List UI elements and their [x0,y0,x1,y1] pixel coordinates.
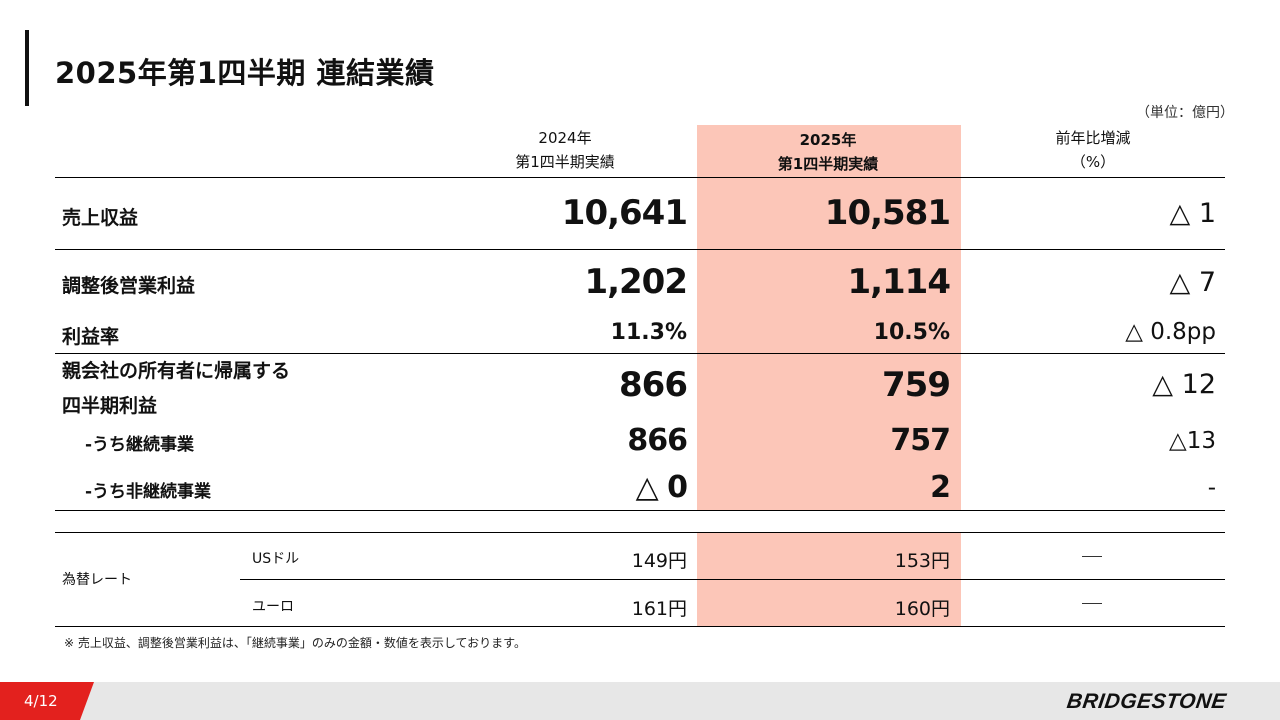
header-change: 前年比増減 （%） [1013,126,1173,174]
fx-eur-2024: 161円 [631,598,687,620]
margin-change: △ 0.8pp [1125,319,1216,345]
header-2025-line2: 第1四半期実績 [777,155,879,173]
fx-eur-change [1082,603,1102,604]
highlight-column-2025-fx [697,533,961,627]
header-2024-line2: 第1四半期実績 [515,153,615,171]
fx-mid-rule [240,579,1225,580]
fx-eur-currency: ユーロ [252,599,294,615]
continuing-label: -うち継続事業 [85,435,195,455]
fx-usd-change [1082,556,1102,557]
net-profit-label-line2: 四半期利益 [62,395,158,417]
fx-label: 為替レート [62,572,132,588]
adj-op-profit-2024: 1,202 [584,262,688,302]
revenue-label: 売上収益 [62,207,139,229]
discontinued-label: -うち非継続事業 [85,482,212,502]
title-accent-bar [25,30,29,106]
header-2024-line1: 2024年 [538,129,592,147]
header-2025: 2025年 第1四半期実績 [743,128,913,176]
fx-usd-currency: USドル [252,551,300,567]
revenue-change: △ 1 [1169,198,1216,229]
margin-2024: 11.3% [610,320,687,345]
net-profit-2024: 866 [619,365,688,405]
adj-op-profit-2025: 1,114 [847,262,951,302]
header-2025-line1: 2025年 [799,131,857,149]
fx-usd-2024: 149円 [631,550,687,572]
net-profit-label-line1: 親会社の所有者に帰属する [62,360,291,382]
header-change-line2: （%） [1070,153,1116,171]
fx-bottom-rule [55,626,1225,627]
table-top-rule [55,177,1225,178]
row-rule-1 [55,249,1225,250]
revenue-2024: 10,641 [561,193,688,233]
page-number-tab [0,682,94,720]
discontinued-2025: 2 [930,470,951,505]
net-profit-change: △ 12 [1152,369,1216,400]
table-bottom-rule [55,510,1225,511]
margin-2025: 10.5% [873,320,950,345]
page-title: 2025年第1四半期 連結業績 [55,56,435,90]
highlight-column-2025 [697,125,961,511]
fx-usd-2025: 153円 [894,550,950,572]
adj-op-profit-label: 調整後営業利益 [62,275,196,297]
fx-top-rule [55,532,1225,533]
row-rule-2 [55,353,1225,354]
net-profit-2025: 759 [882,365,951,405]
discontinued-change: - [1207,475,1216,501]
footnote: ※ 売上収益、調整後営業利益は、「継続事業」のみの金額・数値を表示しております。 [64,636,526,650]
adj-op-profit-change: △ 7 [1169,267,1216,298]
continuing-2025: 757 [890,423,951,458]
bridgestone-logo: BRIDGESTONE [1065,690,1228,713]
continuing-2024: 866 [627,423,688,458]
fx-eur-2025: 160円 [894,598,950,620]
discontinued-2024: △ 0 [635,470,688,505]
unit-note: （単位：億円） [1136,105,1234,121]
revenue-2025: 10,581 [824,193,951,233]
page-number: 4/12 [24,692,58,710]
header-change-line1: 前年比増減 [1055,129,1131,147]
continuing-change: △13 [1169,428,1216,454]
header-2024: 2024年 第1四半期実績 [480,126,650,174]
footer-bar [0,682,1280,720]
margin-label: 利益率 [62,326,120,348]
